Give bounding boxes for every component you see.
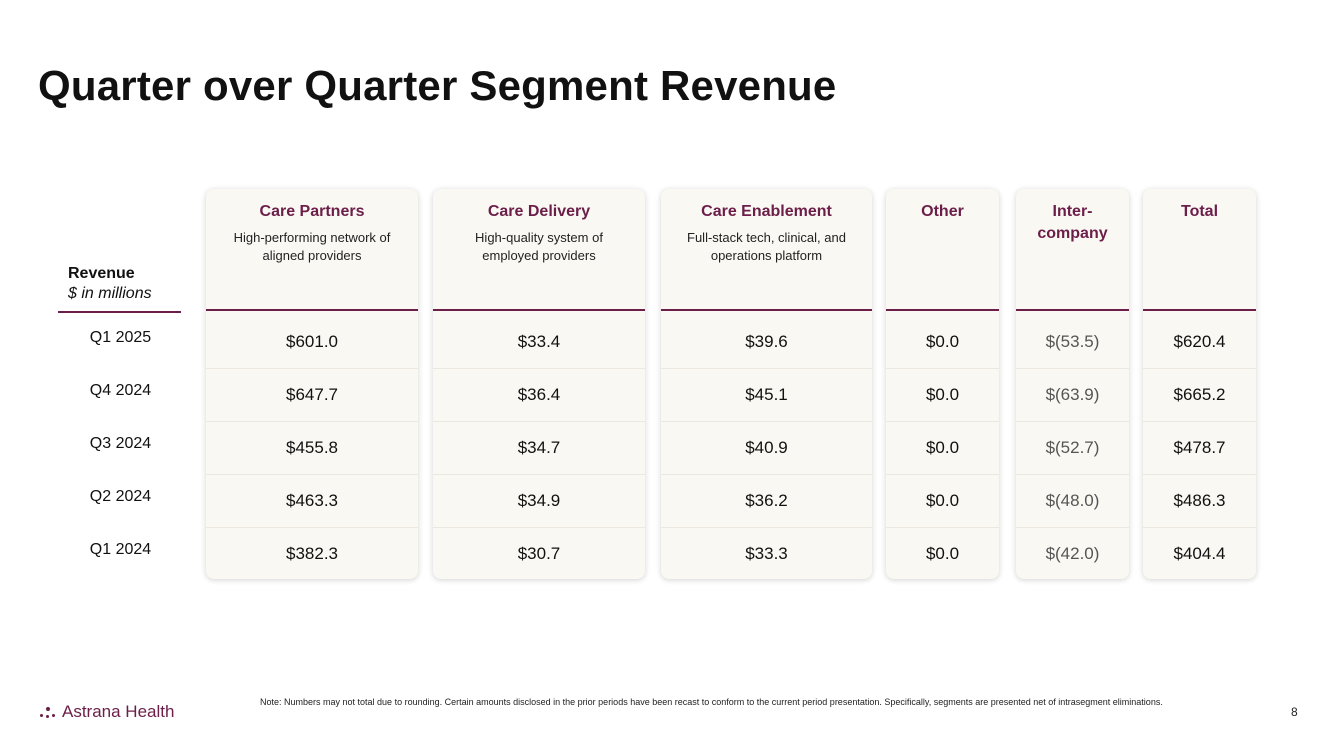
- value-cell: $(52.7): [1016, 421, 1129, 475]
- footnote: Note: Numbers may not total due to round…: [260, 697, 1163, 707]
- segment-card-care-enablement: Care Enablement Full-stack tech, clinical…: [661, 189, 872, 579]
- segment-name: Care Enablement: [701, 203, 832, 220]
- page-title: Quarter over Quarter Segment Revenue: [38, 62, 837, 109]
- segment-description: High-performing network of aligned provi…: [233, 230, 391, 263]
- page-number: 8: [1291, 705, 1298, 719]
- value-cell: $0.0: [886, 474, 999, 528]
- value-cell: $601.0: [206, 315, 418, 369]
- header-divider: [1016, 309, 1129, 311]
- company-logo: Astrana Health: [38, 702, 174, 722]
- segment-card-other: Other $0.0 $0.0 $0.0 $0.0 $0.0: [886, 189, 999, 579]
- segment-card-care-partners: Care Partners High-performing network of …: [206, 189, 418, 579]
- segment-description: Full-stack tech, clinical, and operation…: [687, 230, 846, 263]
- header-divider: [206, 309, 418, 311]
- logo-text: Astrana Health: [62, 702, 175, 721]
- value-cell: $382.3: [286, 544, 338, 563]
- row-label: Q3 2024: [89, 435, 152, 452]
- segment-name: Other: [921, 203, 964, 220]
- segment-card-total: Total $620.4 $665.2 $478.7 $486.3 $404.4: [1143, 189, 1256, 579]
- value-cell: $0.0: [925, 544, 960, 563]
- segment-header: Care Delivery High-quality system of empl…: [433, 189, 645, 311]
- header-divider: [433, 309, 645, 311]
- value-cell: $30.7: [517, 544, 561, 563]
- value-cell: $486.3: [1143, 474, 1256, 528]
- header-divider: [661, 309, 872, 311]
- value-cell: $33.4: [433, 315, 645, 369]
- revenue-divider: [58, 311, 181, 313]
- segment-header: Total: [1143, 189, 1256, 311]
- value-cell: $36.4: [433, 368, 645, 422]
- value-cell: $39.6: [661, 315, 872, 369]
- value-cell: $404.4: [1173, 544, 1226, 563]
- value-cell: $(48.0): [1016, 474, 1129, 528]
- revenue-header: Revenue $ in millions: [68, 265, 152, 303]
- value-cell: $455.8: [206, 421, 418, 475]
- segment-card-intercompany: Inter- company $(53.5) $(63.9) $(52.7) $(48.…: [1016, 189, 1129, 579]
- value-cell: $36.2: [661, 474, 872, 528]
- value-cell: $45.1: [661, 368, 872, 422]
- value-cell: $647.7: [206, 368, 418, 422]
- segment-name: Inter- company: [1037, 203, 1108, 242]
- value-cell: $478.7: [1143, 421, 1256, 475]
- header-divider: [886, 309, 999, 311]
- segment-header: Care Enablement Full-stack tech, clinical…: [661, 189, 872, 311]
- segment-header: Care Partners High-performing network of …: [206, 189, 418, 311]
- segment-description: High-quality system of employed provider…: [475, 230, 603, 263]
- revenue-label: Revenue: [68, 265, 135, 282]
- row-label: Q2 2024: [89, 488, 152, 505]
- segment-header: Inter- company: [1016, 189, 1129, 311]
- segment-name: Care Partners: [259, 203, 365, 220]
- value-cell: $0.0: [886, 368, 999, 422]
- value-cell: $665.2: [1143, 368, 1256, 422]
- value-cell: $34.7: [433, 421, 645, 475]
- segment-name: Total: [1180, 203, 1219, 220]
- value-cell: $34.9: [433, 474, 645, 528]
- value-cell: $463.3: [206, 474, 418, 528]
- row-label: Q1 2024: [89, 541, 152, 558]
- value-cell: $40.9: [661, 421, 872, 475]
- row-label: Q1 2025: [89, 329, 152, 346]
- segment-header: Other: [886, 189, 999, 311]
- value-cell: $(53.5): [1016, 315, 1129, 369]
- value-cell: $(63.9): [1016, 368, 1129, 422]
- segment-card-care-delivery: Care Delivery High-quality system of empl…: [433, 189, 645, 579]
- sparkle-dots-icon: [38, 704, 56, 720]
- row-label: Q4 2024: [89, 382, 152, 399]
- unit-label: $ in millions: [68, 285, 152, 302]
- value-cell: $0.0: [886, 421, 999, 475]
- value-cell: $0.0: [886, 315, 999, 369]
- value-cell: $(42.0): [1045, 544, 1100, 563]
- value-cell: $620.4: [1143, 315, 1256, 369]
- segment-name: Care Delivery: [487, 203, 591, 220]
- value-cell: $33.3: [745, 544, 788, 563]
- header-divider: [1143, 309, 1256, 311]
